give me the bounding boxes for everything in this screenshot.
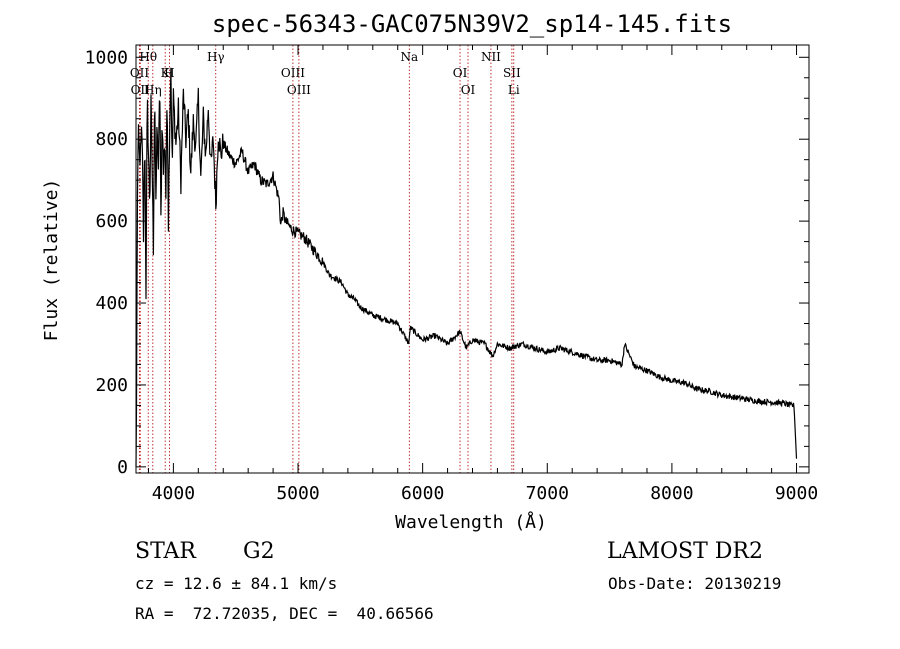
spectral-line-label: OI (461, 83, 476, 97)
spectral-line-label: Hη (144, 83, 162, 97)
ra-dec-coordinates: RA = 72.72035, DEC = 40.66566 (135, 604, 434, 623)
object-subclass: G2 (243, 539, 275, 564)
survey-name: LAMOST DR2 (607, 539, 763, 564)
x-axis-label: Wavelength (Å) (395, 511, 547, 533)
spectrum-series-line (135, 67, 798, 467)
y-tick-label: 200 (95, 375, 128, 396)
x-tick-label: 4000 (152, 483, 195, 504)
spectral-line-label: SII (503, 66, 521, 80)
y-tick-label: 600 (95, 211, 128, 232)
spectral-line-label: OIII (281, 66, 305, 80)
spectral-line-label: OII (131, 83, 151, 97)
x-tick-label: 9000 (775, 483, 818, 504)
y-axis-label: Flux (relative) (41, 179, 62, 342)
observation-date: Obs-Date: 20130219 (608, 574, 782, 593)
spectral-line-label: K (161, 66, 171, 80)
axis-ticks: 4000 5000 6000 7000 8000 9000 0 200 400 600 800 100… (85, 45, 818, 504)
y-tick-label: 800 (95, 129, 128, 150)
spectral-line-label: Na (400, 50, 418, 64)
spectral-line-label: OIII (287, 83, 311, 97)
spectral-line-label: Hγ (207, 50, 225, 64)
plot-frame (135, 44, 810, 474)
x-tick-label: 6000 (401, 483, 444, 504)
y-tick-label: 1000 (85, 47, 128, 68)
y-tick-label: 400 (95, 293, 128, 314)
spectral-line-label: H (164, 66, 174, 80)
y-tick-label: 0 (117, 457, 128, 478)
redshift-velocity: cz = 12.6 ± 84.1 km/s (135, 574, 338, 593)
spectral-line-label: OII (130, 66, 150, 80)
x-tick-label: 7000 (526, 483, 569, 504)
chart-title: spec-56343-GAC075N39V2_sp14-145.fits (212, 10, 732, 38)
spectral-line-label: NII (481, 50, 501, 64)
object-class: STAR (135, 539, 196, 564)
x-tick-label: 5000 (276, 483, 319, 504)
spectral-line-label: Li (508, 83, 520, 97)
spectral-line-label: OI (453, 66, 468, 80)
x-tick-label: 8000 (650, 483, 693, 504)
